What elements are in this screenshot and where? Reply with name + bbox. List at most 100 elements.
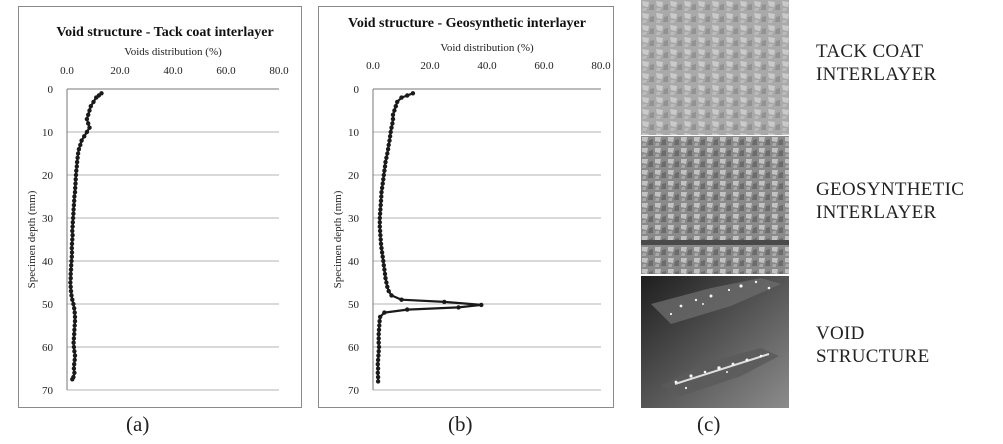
data-point xyxy=(79,138,84,143)
data-point xyxy=(88,104,94,109)
data-point xyxy=(72,198,77,203)
data-point xyxy=(383,276,388,281)
x-tick-label: 20.0 xyxy=(420,60,440,72)
specimen-photo-strip xyxy=(641,0,789,410)
data-point xyxy=(91,99,96,105)
data-point xyxy=(70,220,75,225)
data-point xyxy=(68,267,74,272)
panel-label-b: (b) xyxy=(448,412,473,436)
data-point xyxy=(70,224,75,229)
data-point xyxy=(405,307,410,312)
data-point xyxy=(479,302,484,308)
data-point xyxy=(69,263,74,268)
data-point xyxy=(389,125,394,130)
data-point xyxy=(390,116,396,122)
y-axis-title: Specimen depth (mm) xyxy=(332,190,344,288)
data-point xyxy=(385,147,391,152)
data-point xyxy=(410,91,416,96)
caption-tack-coat: TACK COAT INTERLAYER xyxy=(816,41,937,85)
chart-title: Void structure - Geosynthetic interlayer xyxy=(348,16,586,31)
data-point xyxy=(72,370,77,375)
data-point xyxy=(393,104,398,109)
data-point xyxy=(70,377,75,382)
data-point xyxy=(377,319,382,324)
y-tick-label: 30 xyxy=(42,213,54,225)
x-tick-label: 60.0 xyxy=(534,60,554,72)
data-point xyxy=(405,93,410,98)
y-tick-label: 60 xyxy=(348,342,360,354)
data-point xyxy=(379,245,384,251)
y-tick-label: 30 xyxy=(348,213,360,225)
chart-title: Void structure - Tack coat interlayer xyxy=(56,25,273,40)
data-point xyxy=(377,323,382,328)
data-point xyxy=(375,366,381,371)
data-point xyxy=(377,224,382,229)
data-point xyxy=(70,237,75,242)
data-point xyxy=(390,112,396,118)
chart-geosynthetic-svg: Void structure - Geosynthetic interlayer… xyxy=(332,16,611,397)
data-point xyxy=(72,194,77,199)
data-point xyxy=(84,116,90,122)
data-point xyxy=(84,129,90,135)
data-point xyxy=(69,258,74,264)
caption-geosynthetic: GEOSYNTHETIC INTERLAYER xyxy=(816,179,965,223)
data-point xyxy=(377,215,382,221)
data-point xyxy=(78,142,83,148)
data-point xyxy=(69,250,75,255)
data-point xyxy=(392,108,397,113)
y-tick-label: 20 xyxy=(42,170,54,182)
data-point xyxy=(71,344,77,350)
data-point xyxy=(71,301,76,307)
x-tick-label: 80.0 xyxy=(269,65,289,77)
data-point xyxy=(69,241,75,246)
data-point xyxy=(383,159,388,165)
data-point xyxy=(390,121,395,126)
data-point xyxy=(377,228,383,234)
data-point xyxy=(68,271,73,277)
data-point xyxy=(382,267,387,272)
x-tick-label: 40.0 xyxy=(477,60,497,72)
data-point xyxy=(386,288,391,294)
x-tick-label: 40.0 xyxy=(163,65,183,77)
data-point xyxy=(72,314,78,320)
data-point xyxy=(382,310,387,315)
data-point xyxy=(376,340,381,345)
chart-tack-coat-svg: Void structure - Tack coat interlayer Voi… xyxy=(26,25,289,397)
x-tick-label: 0.0 xyxy=(60,65,74,77)
y-tick-label: 10 xyxy=(348,127,360,139)
data-point xyxy=(389,293,394,298)
x-tick-label: 0.0 xyxy=(366,60,380,72)
data-point xyxy=(387,138,392,143)
data-point xyxy=(377,220,382,225)
x-axis-title: Voids distribution (%) xyxy=(124,46,222,58)
x-tick-label: 20.0 xyxy=(110,65,130,77)
data-point xyxy=(73,181,78,186)
data-point xyxy=(68,280,73,285)
data-point xyxy=(378,237,383,242)
data-point xyxy=(74,164,79,169)
data-point xyxy=(73,177,78,182)
panel-label-a: (a) xyxy=(126,412,150,436)
data-point xyxy=(71,202,77,208)
data-point xyxy=(381,177,386,182)
data-point xyxy=(72,349,77,354)
data-point xyxy=(72,353,78,358)
series-line xyxy=(376,92,483,382)
data-point xyxy=(378,233,383,238)
data-point xyxy=(456,305,461,310)
data-point xyxy=(395,99,400,105)
y-tick-label: 40 xyxy=(348,256,360,268)
data-point xyxy=(70,233,75,238)
data-point xyxy=(72,306,77,311)
data-point xyxy=(71,336,77,341)
data-point xyxy=(86,112,91,118)
y-tick-label: 70 xyxy=(348,385,360,397)
data-point xyxy=(382,168,387,173)
data-point xyxy=(378,198,384,203)
data-point xyxy=(375,370,380,375)
y-tick-label: 60 xyxy=(42,342,54,354)
data-point xyxy=(380,254,385,259)
data-point xyxy=(74,159,80,165)
data-point xyxy=(442,299,447,305)
data-point xyxy=(71,340,76,345)
